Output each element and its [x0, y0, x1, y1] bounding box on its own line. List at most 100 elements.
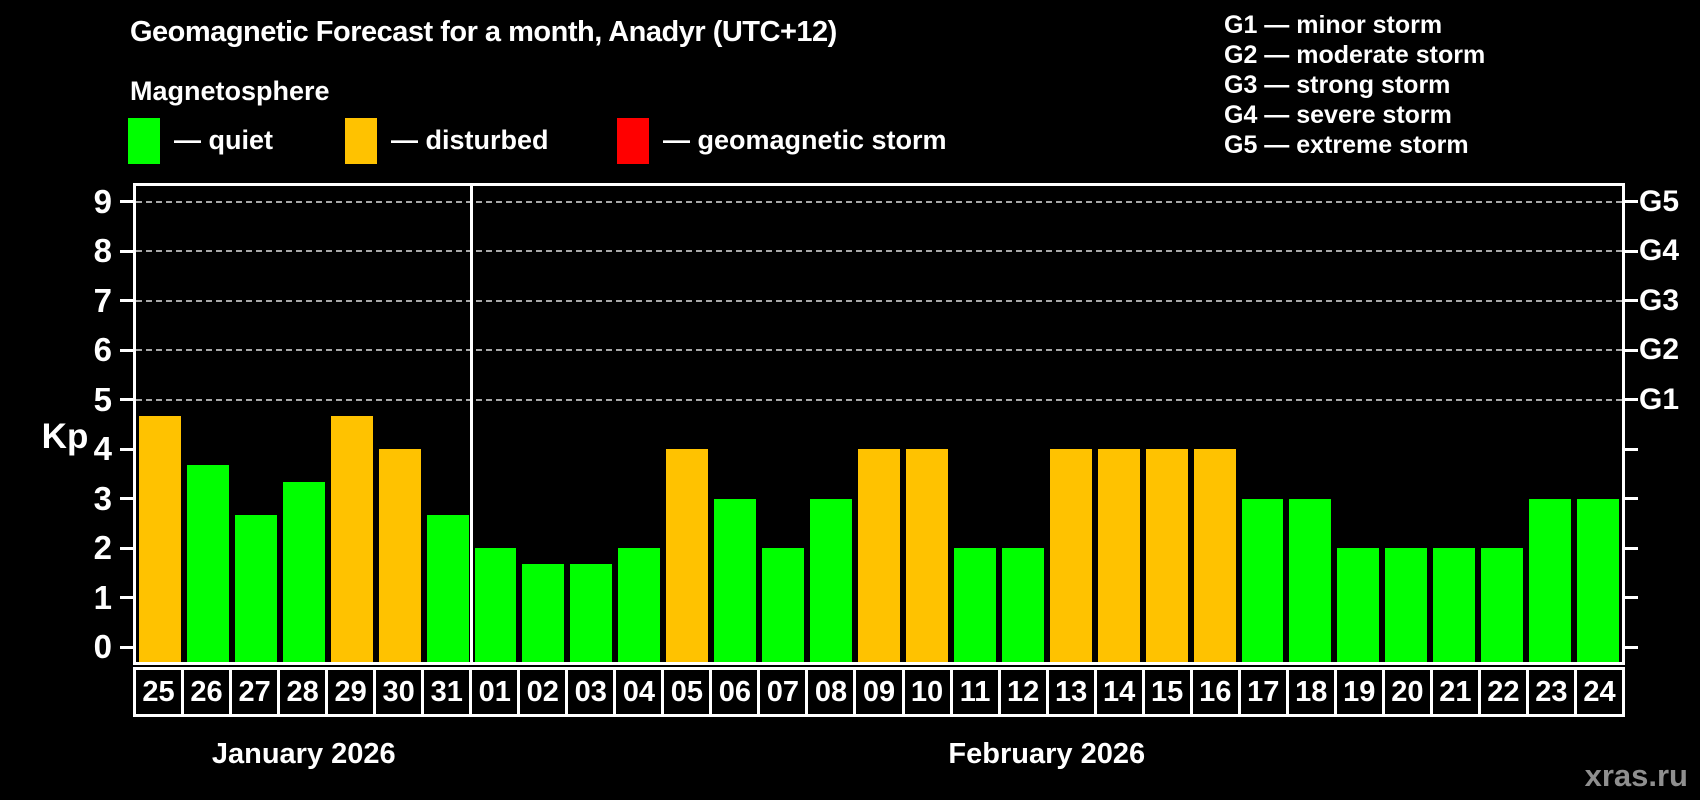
- day-cell-24: 24: [1573, 667, 1625, 717]
- kp-bar-22: [1481, 548, 1524, 662]
- g-scale-label-g2: G2: [1639, 333, 1680, 366]
- y-tick-left-7: [120, 299, 133, 302]
- kp-bar-13: [1049, 449, 1092, 662]
- kp-bar-17: [1241, 498, 1284, 662]
- g-scale-label-g4: G4: [1639, 234, 1680, 267]
- day-cell-14: 14: [1093, 667, 1145, 717]
- day-cell-02: 02: [517, 667, 569, 717]
- legend-quiet-label: — quiet: [174, 125, 273, 155]
- legend-storm-label: — geomagnetic storm: [663, 125, 947, 155]
- y-tick-left-0: [120, 645, 133, 649]
- kp-bar-09: [858, 449, 900, 662]
- month-label-1: February 2026: [948, 738, 1146, 770]
- storm-legend-g1: G1 — minor storm: [1224, 11, 1443, 39]
- storm-legend-g5: G5 — extreme storm: [1224, 131, 1469, 159]
- kp-bar-14: [1097, 449, 1140, 662]
- y-tick-label-7: 7: [93, 281, 112, 319]
- day-cell-25: 25: [133, 667, 185, 717]
- y-tick-right-2: [1625, 546, 1638, 550]
- legend-quiet-swatch: [128, 118, 160, 164]
- day-cell-11: 11: [949, 667, 1001, 717]
- y-axis-label: Kp: [41, 417, 89, 456]
- kp-bar-05: [666, 449, 709, 662]
- day-cell-03: 03: [565, 667, 617, 717]
- day-cell-15: 15: [1141, 667, 1193, 717]
- g-scale-label-g3: G3: [1639, 283, 1680, 317]
- y-tick-right-3: [1625, 497, 1638, 500]
- legend-disturbed-label: — disturbed: [391, 125, 549, 155]
- kp-bar-08: [810, 498, 853, 662]
- kp-bar-01: [474, 548, 517, 662]
- kp-bar-10: [905, 449, 948, 662]
- storm-scale-legend: G1 — minor storm G2 — moderate storm G3 …: [1224, 10, 1485, 160]
- kp-bar-26: [186, 465, 229, 662]
- y-tick-left-5: [120, 398, 133, 401]
- kp-bar-03: [570, 564, 613, 662]
- y-tick-label-5: 5: [93, 380, 112, 418]
- y-tick-left-8: [120, 249, 133, 253]
- chart-subtitle: Magnetosphere: [130, 76, 330, 106]
- y-tick-right-7: [1625, 299, 1638, 302]
- kp-bar-16: [1193, 449, 1236, 662]
- kp-bar-18: [1289, 498, 1332, 662]
- y-tick-right-5: [1625, 398, 1638, 401]
- day-cell-31: 31: [421, 667, 473, 717]
- day-cell-18: 18: [1285, 667, 1337, 717]
- day-cell-20: 20: [1381, 667, 1433, 717]
- day-cell-19: 19: [1333, 667, 1385, 717]
- y-tick-left-6: [120, 348, 133, 352]
- legend-disturbed-swatch: [345, 118, 377, 164]
- day-cell-23: 23: [1525, 667, 1577, 717]
- kp-bar-24: [1577, 498, 1619, 662]
- day-cell-05: 05: [661, 667, 713, 717]
- kp-bar-27: [234, 514, 277, 662]
- kp-bar-30: [378, 449, 421, 662]
- month-separator-line: [470, 186, 474, 662]
- storm-legend-g3: G3 — strong storm: [1224, 71, 1451, 99]
- y-tick-right-9: [1625, 200, 1638, 203]
- y-tick-label-1: 1: [93, 578, 112, 616]
- day-cell-16: 16: [1189, 667, 1241, 717]
- y-tick-label-0: 0: [93, 628, 112, 665]
- day-axis: 25 26 27 28 29 30 31 01 02 03 04 05 06 07 08 09 10 11 12 13…: [133, 667, 1625, 717]
- gridline-kp8: [136, 250, 1622, 252]
- g-scale-label-g1: G1: [1639, 382, 1680, 416]
- kp-bar-20: [1385, 548, 1428, 662]
- y-tick-label-3: 3: [93, 479, 112, 517]
- day-cell-07: 07: [757, 667, 809, 717]
- plot-area: Kp 0 1 2 3 4 5 6 7 8 9 G1 G2 G3 G4 G5: [42, 183, 1679, 665]
- y-tick-label-8: 8: [93, 232, 112, 269]
- day-cell-17: 17: [1237, 667, 1289, 717]
- kp-bar-31: [426, 514, 469, 662]
- kp-bar-19: [1337, 548, 1380, 662]
- kp-bar-02: [522, 564, 565, 662]
- watermark: xras.ru: [1584, 758, 1688, 793]
- gridline-kp9: [136, 200, 1622, 203]
- y-tick-right-1: [1625, 596, 1638, 599]
- month-label-0: January 2026: [211, 738, 396, 770]
- y-tick-right-4: [1625, 447, 1638, 451]
- legend-storm-swatch: [617, 118, 649, 164]
- kp-bar-11: [953, 548, 996, 662]
- day-cell-09: 09: [853, 667, 905, 717]
- day-cell-22: 22: [1477, 667, 1529, 717]
- y-tick-label-2: 2: [93, 529, 112, 566]
- page-title: Geomagnetic Forecast for a month, Anadyr…: [130, 16, 837, 48]
- kp-bar-29: [330, 415, 373, 662]
- day-cell-12: 12: [997, 667, 1049, 717]
- y-tick-right-8: [1625, 249, 1638, 253]
- y-tick-left-1: [120, 596, 133, 599]
- y-tick-left-2: [120, 546, 133, 550]
- y-tick-label-6: 6: [93, 331, 112, 368]
- day-cell-06: 06: [709, 667, 761, 717]
- day-cell-21: 21: [1429, 667, 1481, 717]
- g-scale-label-g5: G5: [1639, 184, 1680, 218]
- gridline-kp5: [136, 398, 1622, 401]
- kp-bar-21: [1433, 548, 1476, 662]
- kp-bar-23: [1529, 498, 1572, 662]
- day-cell-10: 10: [901, 667, 953, 717]
- kp-bar-07: [762, 548, 805, 662]
- day-cell-27: 27: [229, 667, 281, 717]
- y-tick-left-9: [120, 200, 133, 203]
